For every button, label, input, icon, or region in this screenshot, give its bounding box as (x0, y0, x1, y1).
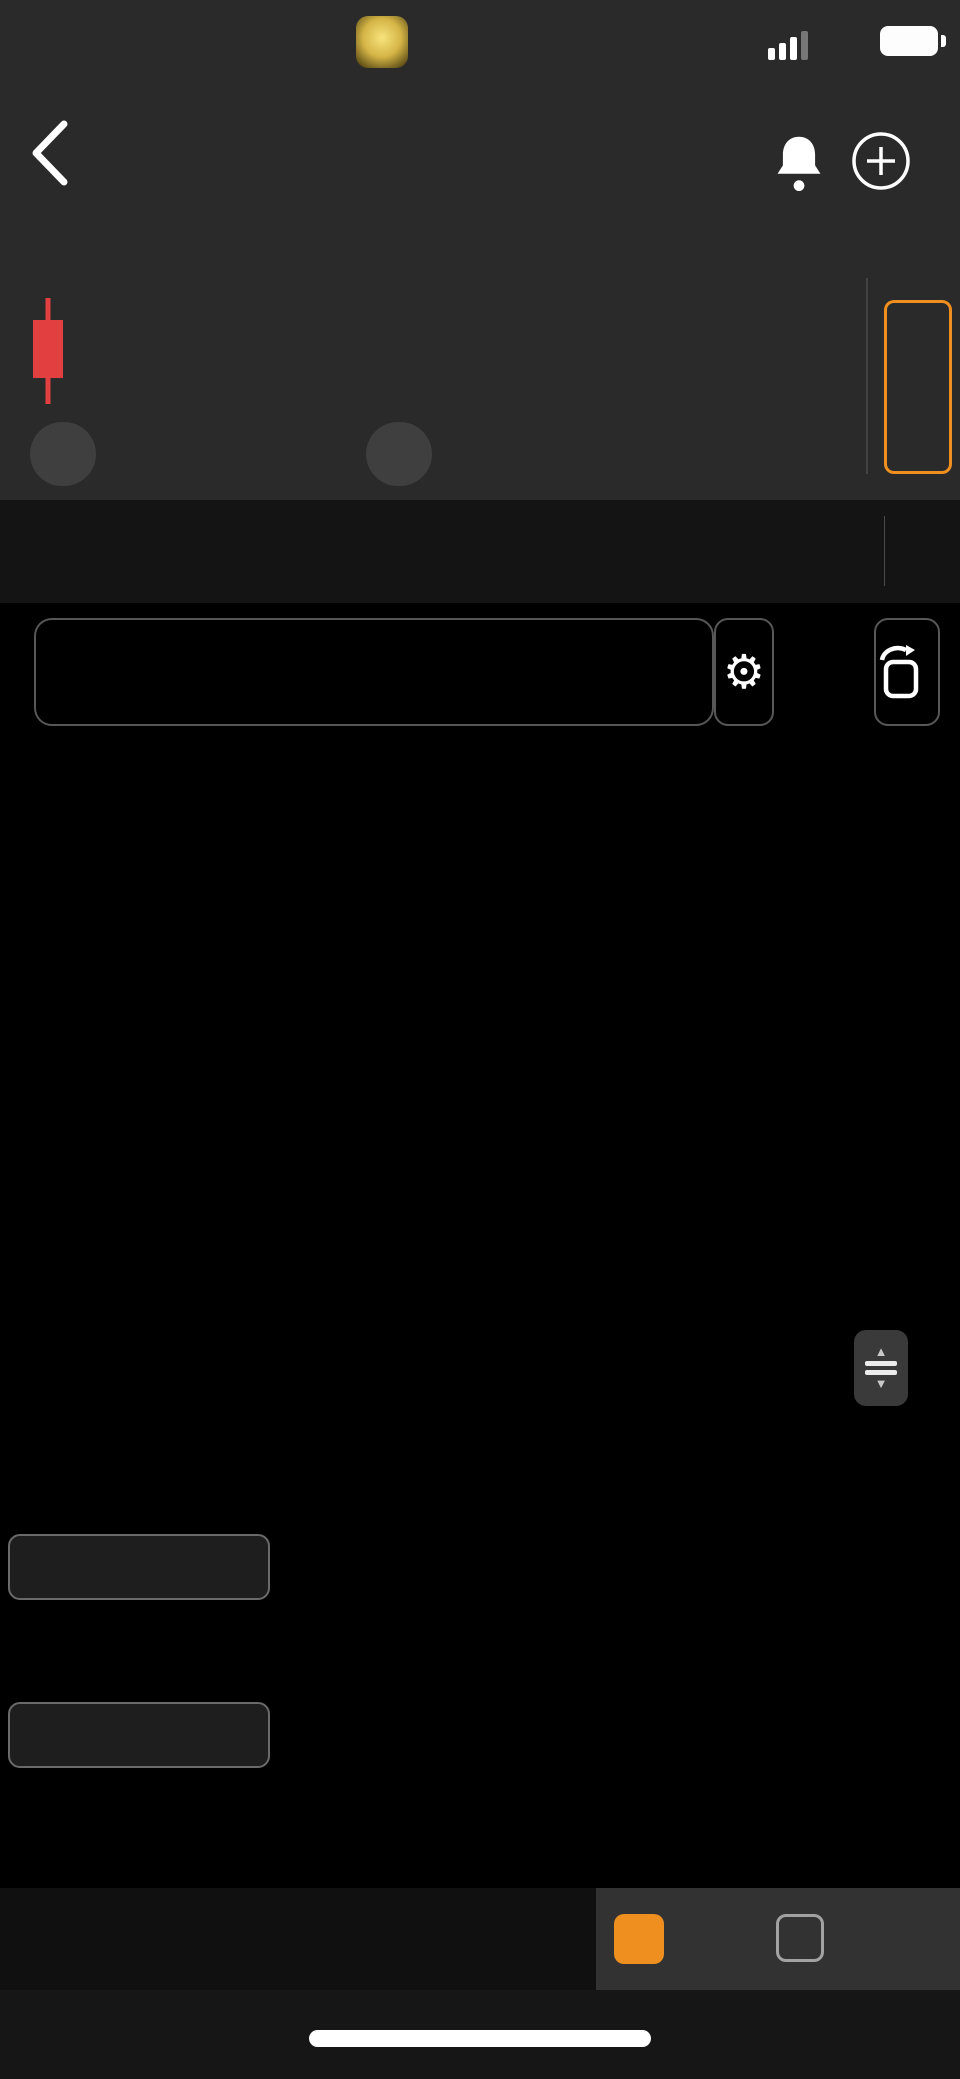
similar-stocks-tag[interactable] (366, 422, 432, 486)
event-checkbox[interactable] (614, 1914, 664, 1964)
caret-up-icon: ▲ (874, 1344, 888, 1359)
candle-glyph-icon (30, 296, 66, 406)
home-indicator[interactable] (309, 2030, 651, 2047)
chart-settings-button[interactable]: ⚙ (714, 618, 774, 726)
vertical-divider (866, 278, 868, 474)
price-line-checkbox[interactable] (776, 1914, 824, 1962)
kd-chart[interactable] (0, 1755, 960, 1885)
battery-nub (941, 35, 946, 47)
caret-down-icon: ▼ (874, 1376, 888, 1391)
add-to-watchlist-button[interactable] (850, 130, 912, 192)
tab-bar-divider (884, 516, 885, 586)
chart-options-panel (596, 1888, 960, 1990)
home-area (0, 1990, 960, 2079)
rotate-screen-button[interactable] (874, 618, 940, 726)
top-block (0, 0, 960, 500)
listing-daytrade-tag[interactable] (30, 422, 96, 486)
volume-indicator-dropdown[interactable] (8, 1534, 270, 1600)
order-button[interactable] (884, 300, 952, 474)
main-tab-bar (0, 500, 960, 604)
chevron-left-icon (32, 120, 68, 186)
bell-icon (777, 136, 821, 192)
pane-resize-handle[interactable]: ▲ ▼ (854, 1330, 908, 1406)
kd-indicator-dropdown[interactable] (8, 1702, 270, 1768)
battery-icon (880, 26, 938, 56)
alert-bell-button[interactable] (770, 132, 828, 194)
plus-circle-icon (852, 132, 910, 190)
main-kline-chart[interactable] (0, 808, 960, 1530)
cellular-signal-icon (768, 30, 812, 60)
back-button[interactable] (26, 118, 74, 188)
rotate-screen-icon (879, 645, 919, 699)
bottom-tab-bar (0, 1888, 960, 1990)
app-logo-icon (356, 16, 408, 68)
kline-period-toolbar (34, 618, 714, 726)
gear-icon: ⚙ (722, 645, 766, 698)
